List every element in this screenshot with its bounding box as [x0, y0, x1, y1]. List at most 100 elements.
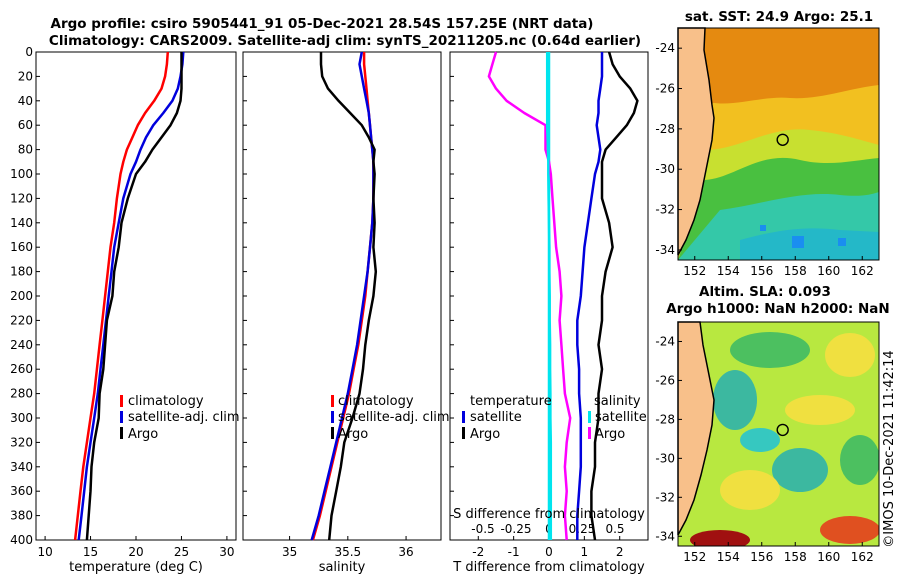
legend-label-climatology: climatology: [128, 394, 204, 409]
depth-tick-label: 360: [10, 484, 33, 498]
lat-tick-label: -24: [655, 334, 675, 348]
series-line-climatology: [73, 51, 170, 541]
legend-label-argo: Argo: [338, 427, 368, 442]
sla-lat-axis: -24 -26 -28 -30 -32 -34: [655, 334, 682, 543]
legend-swatch-climatology: [120, 395, 123, 407]
sla-lon-axis: 152 154 156 158 160 162: [683, 542, 874, 564]
s-diff-tick-label: -0.25: [500, 522, 531, 536]
lon-tick-label: 162: [851, 550, 874, 564]
lat-tick-label: -28: [655, 412, 675, 426]
salinity-xlabel: salinity: [319, 560, 366, 575]
s-diff-tick-label: -0.5: [471, 522, 494, 536]
depth-tick-label: 0: [25, 45, 33, 59]
depth-tick-label: 80: [18, 143, 33, 157]
legend-swatch-t-argo: [462, 427, 465, 439]
series-line-argo: [85, 52, 183, 541]
depth-tick-label: 380: [10, 509, 33, 523]
legend-swatch-satellite: [331, 411, 334, 423]
depth-tick-label: 100: [10, 167, 33, 181]
legend-swatch-satellite: [120, 411, 123, 423]
lat-tick-label: -30: [655, 162, 675, 176]
lat-tick-label: -26: [655, 82, 675, 96]
x-tick-label: 35.5: [334, 545, 361, 559]
lon-tick-label: 162: [851, 264, 874, 278]
copyright-stamp: ©IMOS 10-Dec-2021 11:42:14: [882, 350, 897, 547]
depth-tick-label: 220: [10, 313, 33, 327]
x-tick-label: 30: [219, 545, 234, 559]
x-tick-label: 1: [581, 545, 589, 559]
salinity-lines: [310, 51, 378, 541]
difference-panel: -2 -1 0 1 2 -0.5 -0.25 0 0.25 0.5 T difference f…: [449, 51, 649, 575]
lat-tick-label: -26: [655, 373, 675, 387]
depth-tick-label: 240: [10, 338, 33, 352]
temperature-xlabel: temperature (deg C): [69, 560, 203, 575]
sst-lat-axis: -24 -26 -28 -30 -32 -34: [655, 41, 682, 257]
sla-land: [677, 321, 715, 536]
series-line-temperature-argo: [487, 51, 572, 541]
lon-tick-label: 152: [683, 550, 706, 564]
lat-tick-label: -24: [655, 41, 675, 55]
x-tick-label: 10: [37, 545, 52, 559]
x-tick-label: 15: [83, 545, 98, 559]
argo-position-marker: [776, 423, 789, 437]
series-line-salinity-satellite: [576, 52, 604, 540]
salinity-legend: climatology satellite-adj. clim Argo: [331, 394, 450, 442]
depth-tick-label: 200: [10, 289, 33, 303]
salinity-axes: [242, 51, 442, 541]
sst-map-frame: [677, 27, 880, 261]
temperature-x-axis: 10 15 20 25 30: [37, 536, 235, 559]
sla-map-title-1: Altim. SLA: 0.093: [699, 284, 831, 300]
depth-tick-label: 320: [10, 435, 33, 449]
x-tick-label: -1: [508, 545, 520, 559]
lon-tick-label: 158: [784, 264, 807, 278]
x-tick-label: 2: [616, 545, 624, 559]
depth-tick-label: 140: [10, 216, 33, 230]
depth-tick-label: 280: [10, 387, 33, 401]
depth-tick-label: 40: [18, 94, 33, 108]
t-difference-xlabel: T difference from climatology: [452, 560, 645, 575]
sla-map-frame: [677, 321, 880, 547]
s-diff-tick-label: 0.5: [605, 522, 624, 536]
legend-label-t-argo: Argo: [470, 427, 500, 442]
lon-tick-label: 152: [683, 264, 706, 278]
lon-tick-label: 160: [817, 264, 840, 278]
series-line-salinity-argo: [590, 51, 639, 541]
title-line-2: Climatology: CARS2009. Satellite-adj cli…: [49, 33, 641, 49]
legend-swatch-s-satellite: [588, 411, 591, 423]
depth-tick-label: 340: [10, 460, 33, 474]
argo-position-marker: [776, 133, 789, 146]
depth-tick-label: 20: [18, 69, 33, 83]
title-line-1: Argo profile: csiro 5905441_91 05-Dec-20…: [51, 16, 594, 32]
legend-label-s-argo: Argo: [595, 427, 625, 442]
lat-tick-label: -34: [655, 529, 675, 543]
depth-tick-label: 260: [10, 362, 33, 376]
lon-tick-label: 154: [717, 550, 740, 564]
salinity-x-axis: 35 35.5 36: [282, 536, 414, 559]
legend-swatch-argo: [331, 427, 334, 439]
x-tick-label: 35: [282, 545, 297, 559]
lat-tick-label: -32: [655, 203, 675, 217]
depth-tick-label: 300: [10, 411, 33, 425]
lat-tick-label: -32: [655, 490, 675, 504]
legend-label-argo: Argo: [128, 427, 158, 442]
legend-label-climatology: climatology: [338, 394, 414, 409]
x-tick-label: 0: [545, 545, 553, 559]
lat-tick-label: -28: [655, 122, 675, 136]
legend-label-t-satellite: satellite: [470, 410, 522, 425]
temperature-panel: 0 20 40 60 80 100 120 140 160 180 200 220 240 260 280 3…: [10, 45, 454, 575]
x-tick-label: 36: [398, 545, 413, 559]
series-line-satellite-adj-clim: [77, 51, 185, 541]
depth-tick-label: 400: [10, 533, 33, 547]
lon-tick-label: 154: [717, 264, 740, 278]
depth-tick-label: 180: [10, 265, 33, 279]
lat-tick-label: -34: [655, 243, 675, 257]
legend-swatch-climatology: [331, 395, 334, 407]
sla-map: Altim. SLA: 0.093 Argo h1000: NaN h2000:…: [655, 284, 889, 564]
salinity-panel: 35 35.5 36 salinity climatology satellite-…: [242, 51, 450, 575]
lon-tick-label: 158: [784, 550, 807, 564]
legend-label-satellite: satellite-adj. clim: [338, 410, 450, 425]
t-difference-x-axis: -2 -1 0 1 2: [472, 536, 624, 559]
sst-land: [677, 27, 715, 256]
temperature-axes: [35, 51, 237, 541]
